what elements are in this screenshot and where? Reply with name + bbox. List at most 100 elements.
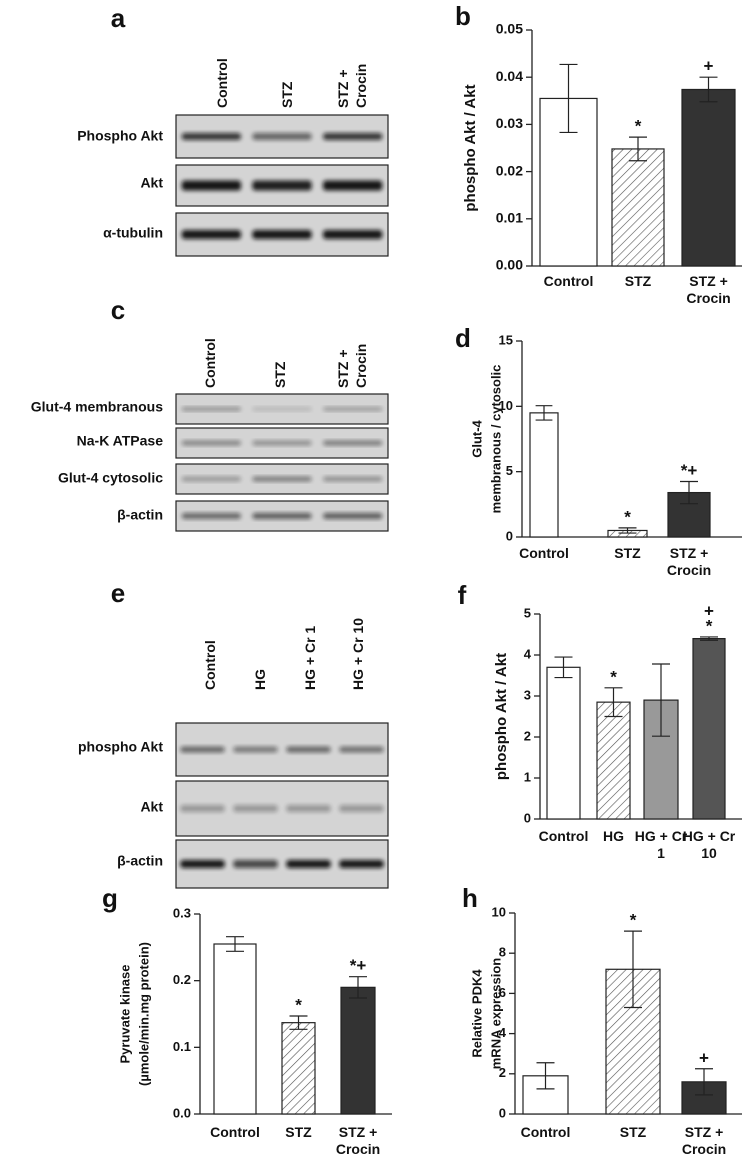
- error-bar: [604, 687, 623, 718]
- significance-mark: *: [610, 667, 617, 686]
- x-tick-label: HG + Cr 10: [682, 828, 736, 861]
- error-bar: [536, 1062, 555, 1090]
- band: [180, 746, 225, 753]
- band: [286, 746, 331, 753]
- y-tick-label: 4: [499, 1025, 507, 1040]
- row-label: α-tubulin: [103, 225, 163, 241]
- panel-letter: b: [455, 1, 471, 31]
- band: [322, 513, 383, 519]
- significance-mark: *: [624, 507, 631, 526]
- y-tick-label: 1: [524, 769, 531, 784]
- significance-mark: *: [630, 911, 637, 930]
- band: [339, 746, 384, 753]
- band: [252, 133, 312, 140]
- y-tick-label: 0.03: [496, 115, 523, 131]
- row-label: Glut-4 cytosolic: [58, 470, 163, 486]
- row-label: β-actin: [117, 853, 163, 869]
- y-tick-label: 3: [524, 687, 531, 702]
- x-tick-label: HG: [603, 828, 624, 844]
- y-tick-label: 15: [499, 332, 513, 347]
- band: [252, 407, 312, 411]
- bar: [596, 701, 631, 820]
- y-axis-label: phospho Akt / Akt: [462, 84, 479, 211]
- band: [339, 860, 384, 868]
- row-label: Glut-4 membranous: [31, 399, 163, 415]
- error-bar: [618, 527, 637, 534]
- significance-mark: *: [706, 616, 713, 635]
- y-tick-label: 0.01: [496, 210, 523, 226]
- band: [339, 805, 384, 812]
- band: [181, 180, 242, 191]
- y-tick-label: 10: [499, 398, 513, 413]
- y-axis-label: Glut-4: [469, 419, 484, 457]
- bar: [281, 1022, 316, 1115]
- y-tick-label: 2: [499, 1065, 506, 1080]
- y-tick-label: 0.00: [496, 257, 523, 273]
- panel-letter: f: [458, 580, 467, 610]
- y-tick-label: 0.05: [496, 21, 523, 37]
- panel-letter: h: [462, 883, 478, 913]
- band: [181, 230, 242, 239]
- x-tick-label: Control: [538, 828, 589, 844]
- significance-mark: *+: [350, 956, 367, 975]
- lane-label: STZ: [272, 361, 288, 388]
- panel-letter: g: [102, 883, 118, 913]
- lane-label: STZ + Crocin: [335, 343, 369, 388]
- band: [322, 180, 383, 191]
- y-tick-label: 6: [499, 985, 506, 1000]
- error-bar: [554, 656, 573, 679]
- band: [286, 860, 331, 868]
- band: [180, 805, 225, 812]
- row-label: Phospho Akt: [77, 128, 163, 144]
- bar: [529, 412, 559, 538]
- error-bar: [695, 1068, 713, 1096]
- band: [233, 746, 278, 753]
- lane-label: Control: [202, 338, 218, 388]
- y-tick-label: 5: [506, 463, 513, 478]
- y-tick-label: 0.3: [173, 905, 191, 920]
- x-tick-label: STZ + Crocin: [335, 1124, 381, 1157]
- band: [322, 133, 383, 140]
- x-tick-label: Control: [210, 1124, 260, 1140]
- y-tick-label: 4: [524, 646, 532, 661]
- band: [322, 230, 383, 239]
- band: [181, 476, 242, 482]
- lane-label: Control: [214, 58, 230, 108]
- y-tick-label: 0: [524, 810, 531, 825]
- y-tick-label: 0.04: [496, 68, 523, 84]
- x-tick-label: Control: [520, 1124, 571, 1140]
- y-tick-label: 2: [524, 728, 531, 743]
- y-tick-label: 0: [506, 528, 513, 543]
- x-tick-label: STZ: [624, 273, 652, 289]
- band: [181, 440, 242, 446]
- lane-label: STZ + Crocin: [335, 63, 369, 108]
- x-tick-label: STZ: [285, 1124, 312, 1140]
- y-axis-label: mRNA expression: [488, 958, 503, 1070]
- y-axis-label: Relative PDK4: [469, 969, 484, 1058]
- band: [181, 513, 242, 519]
- band: [180, 860, 225, 868]
- bar: [546, 666, 581, 820]
- y-tick-label: 0.0: [173, 1105, 191, 1120]
- error-bar: [629, 136, 647, 162]
- panel-letter: a: [111, 3, 126, 33]
- error-bar: [652, 663, 670, 737]
- y-tick-label: 0: [499, 1105, 506, 1120]
- x-tick-label: STZ + Crocin: [681, 1124, 727, 1157]
- x-tick-label: Control: [543, 273, 594, 289]
- y-tick-label: 0.1: [173, 1039, 191, 1054]
- y-tick-label: 10: [492, 904, 506, 919]
- bar: [681, 88, 736, 267]
- y-tick-label: 0.2: [173, 972, 191, 987]
- row-label: Akt: [140, 799, 163, 815]
- significance-mark: *+: [681, 461, 698, 480]
- error-bar: [700, 636, 718, 641]
- y-axis-label: phospho Akt / Akt: [493, 653, 510, 780]
- row-label: Na-K ATPase: [77, 433, 164, 449]
- panel-letter: e: [111, 578, 125, 608]
- x-tick-label: HG + Cr 1: [634, 828, 688, 861]
- band: [252, 440, 312, 446]
- x-tick-label: STZ: [614, 545, 641, 561]
